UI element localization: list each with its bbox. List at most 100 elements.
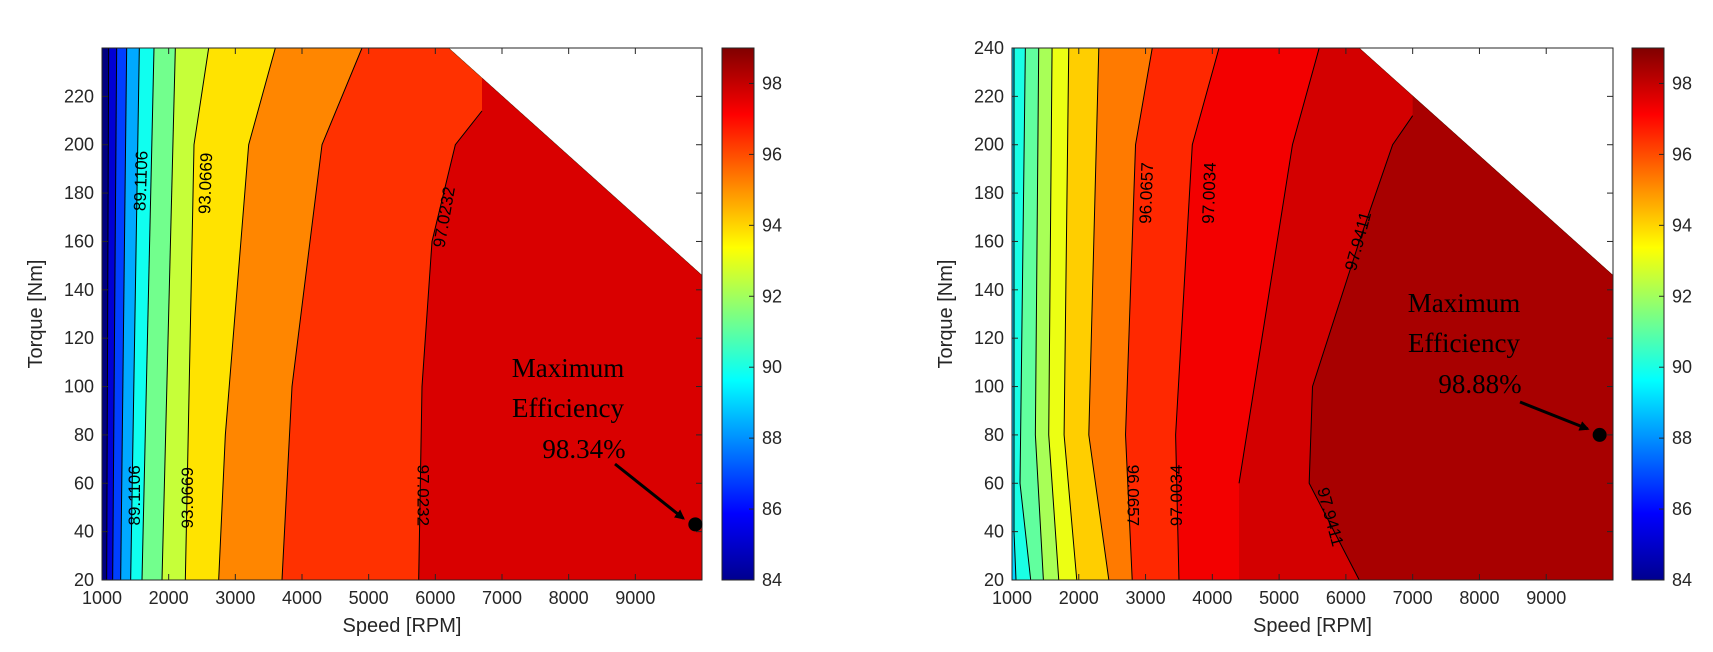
x-tick-label: 2000 [149,588,189,608]
contour-label: 89.1106 [125,465,144,525]
y-tick-label: 20 [984,570,1004,590]
y-tick-label: 100 [64,377,94,397]
x-axis-label: Speed [RPM] [343,615,462,637]
x-tick-label: 1000 [992,588,1032,608]
contour-line [1048,48,1060,580]
annotation-line: Efficiency [1408,328,1520,358]
x-tick-label: 7000 [482,588,522,608]
contour-line [141,48,155,580]
colorbar-tick-label: 90 [762,357,782,377]
y-tick-label: 100 [974,377,1004,397]
y-tick-label: 40 [74,522,94,542]
contour-line [418,110,483,580]
x-tick-label: 6000 [1326,588,1366,608]
x-tick-label: 5000 [1259,588,1299,608]
colorbar [721,47,755,581]
annotation-line: Maximum [512,353,625,383]
contour-line [112,48,118,580]
annotation-line: Efficiency [512,393,624,423]
y-tick-label: 140 [974,280,1004,300]
x-tick-label: 2000 [1059,588,1099,608]
y-tick-label: 120 [64,328,94,348]
contour-line [106,48,110,580]
colorbar-tick-label: 94 [762,215,782,235]
y-tick-label: 200 [64,135,94,155]
contour-line [161,48,176,580]
colorbar [1631,47,1665,581]
colorbar-tick-label: 84 [1672,570,1692,590]
x-tick-label: 9000 [615,588,655,608]
contour-label: 93.0669 [178,467,197,528]
colorbar-tick-label: 88 [1672,428,1692,448]
x-tick-label: 8000 [549,588,589,608]
y-tick-label: 180 [64,183,94,203]
colorbar-tick-label: 96 [1672,144,1692,164]
colorbar-tick-label: 98 [762,73,782,93]
colorbar-tick-label: 86 [762,499,782,519]
y-tick-label: 80 [984,425,1004,445]
x-tick-label: 3000 [1126,588,1166,608]
contour-line [120,48,128,580]
contour-line [281,48,363,580]
contour-label: 96.0657 [1136,162,1157,224]
contour-label: 97.0034 [1167,465,1186,526]
colorbar-tick-label: 92 [1672,286,1692,306]
contour-line [130,48,140,580]
x-tick-label: 7000 [1393,588,1433,608]
colorbar-tick-label: 90 [1672,357,1692,377]
y-tick-label: 40 [984,522,1004,542]
max-efficiency-marker [1592,427,1607,442]
y-tick-label: 120 [974,328,1004,348]
y-tick-label: 240 [974,38,1004,58]
y-tick-label: 180 [974,183,1004,203]
x-tick-label: 1000 [82,588,122,608]
contour-line [1125,48,1153,580]
contour-line [218,48,276,580]
x-tick-label: 4000 [282,588,322,608]
axes-frame [101,47,703,581]
contour-line [1034,48,1044,580]
y-tick-label: 140 [64,280,94,300]
x-tick-label: 3000 [215,588,255,608]
colorbar-tick-label: 94 [1672,215,1692,235]
contour-line [1088,48,1110,580]
contour-line [1175,48,1220,580]
y-tick-label: 20 [74,570,94,590]
x-tick-label: 4000 [1192,588,1232,608]
x-tick-label: 5000 [349,588,389,608]
y-tick-label: 60 [74,473,94,493]
y-tick-label: 200 [974,135,1004,155]
contour-line [1308,115,1414,580]
colorbar-tick-label: 98 [1672,73,1692,93]
y-tick-label: 60 [984,473,1004,493]
annotation-line: Maximum [1408,288,1521,318]
colorbar-tick-label: 92 [762,286,782,306]
x-tick-label: 8000 [1459,588,1499,608]
y-tick-label: 220 [974,86,1004,106]
contour-label: 93.0669 [195,152,216,214]
annotation-value: 98.88% [1438,369,1521,399]
y-axis-label: Torque [Nm] [25,260,47,369]
contour-line [184,48,210,580]
x-tick-label: 9000 [1526,588,1566,608]
contour-label: 97.0034 [1199,162,1220,224]
annotation-arrow [614,462,685,520]
annotation-value: 98.34% [542,434,625,464]
colorbar-tick-label: 96 [762,144,782,164]
colorbar-tick-label: 86 [1672,499,1692,519]
y-tick-label: 220 [64,86,94,106]
colorbar-tick-label: 84 [762,570,782,590]
max-efficiency-marker [688,517,703,532]
y-tick-label: 160 [64,231,94,251]
contour-line [1019,48,1032,580]
y-tick-label: 160 [974,231,1004,251]
contour-label: 97.0232 [414,465,433,526]
contour-label: 96.0657 [1124,465,1143,526]
x-tick-label: 6000 [415,588,455,608]
x-axis-label: Speed [RPM] [1253,615,1372,637]
contour-line [1063,48,1078,580]
y-tick-label: 80 [74,425,94,445]
contour-line [1238,48,1320,484]
